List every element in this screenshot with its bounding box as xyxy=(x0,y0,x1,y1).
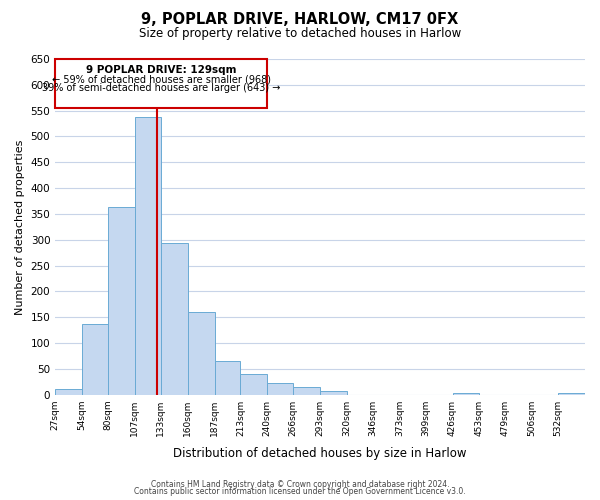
Bar xyxy=(108,207,135,394)
Bar xyxy=(161,244,188,394)
Y-axis label: Number of detached properties: Number of detached properties xyxy=(15,139,25,314)
Bar xyxy=(188,312,215,394)
Bar xyxy=(320,391,347,394)
Text: Contains public sector information licensed under the Open Government Licence v3: Contains public sector information licen… xyxy=(134,487,466,496)
Bar xyxy=(55,390,82,394)
Bar xyxy=(55,59,267,108)
Text: 9, POPLAR DRIVE, HARLOW, CM17 0FX: 9, POPLAR DRIVE, HARLOW, CM17 0FX xyxy=(142,12,458,28)
Text: 9 POPLAR DRIVE: 129sqm: 9 POPLAR DRIVE: 129sqm xyxy=(86,65,236,75)
Bar xyxy=(293,387,320,394)
Text: Contains HM Land Registry data © Crown copyright and database right 2024.: Contains HM Land Registry data © Crown c… xyxy=(151,480,449,489)
Bar xyxy=(267,384,293,394)
Bar xyxy=(82,324,108,394)
Text: ← 59% of detached houses are smaller (968): ← 59% of detached houses are smaller (96… xyxy=(52,74,271,85)
Bar xyxy=(452,393,479,394)
Bar xyxy=(135,118,161,394)
Text: 39% of semi-detached houses are larger (643) →: 39% of semi-detached houses are larger (… xyxy=(42,83,280,93)
X-axis label: Distribution of detached houses by size in Harlow: Distribution of detached houses by size … xyxy=(173,447,467,460)
Bar xyxy=(558,393,585,394)
Bar xyxy=(241,374,267,394)
Bar xyxy=(215,361,241,394)
Text: Size of property relative to detached houses in Harlow: Size of property relative to detached ho… xyxy=(139,28,461,40)
